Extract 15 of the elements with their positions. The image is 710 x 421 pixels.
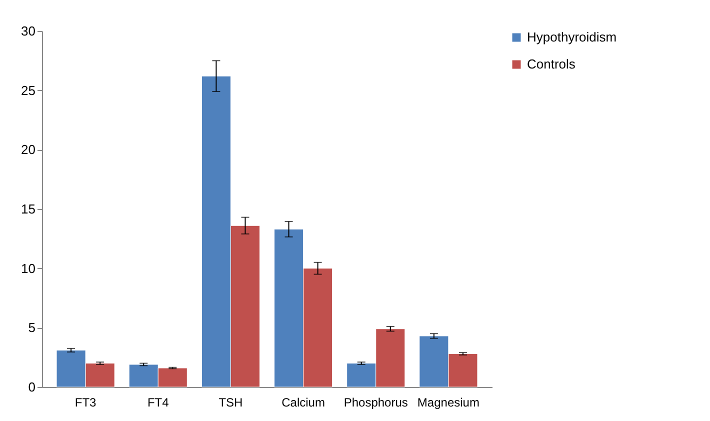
- y-tick-label: 5: [28, 320, 36, 336]
- x-tick-label: FT3: [74, 396, 97, 410]
- y-tick-label: 20: [21, 142, 36, 158]
- y-tick-label: 0: [28, 380, 36, 394]
- y-tick-label: 10: [21, 260, 36, 276]
- legend-label: Hypothyroidism: [527, 30, 617, 44]
- x-tick-label: FT4: [147, 396, 170, 410]
- x-tick-label: Calcium: [282, 396, 325, 410]
- y-tick-label: 30: [21, 24, 36, 38]
- y-tick-label: 15: [21, 202, 36, 216]
- x-tick-label: Phosphorus: [344, 396, 408, 410]
- legend-label: Controls: [527, 56, 576, 72]
- x-tick-label: TSH: [218, 396, 243, 410]
- y-tick-label: 25: [21, 82, 36, 98]
- x-tick-label: Magnesium: [417, 396, 480, 410]
